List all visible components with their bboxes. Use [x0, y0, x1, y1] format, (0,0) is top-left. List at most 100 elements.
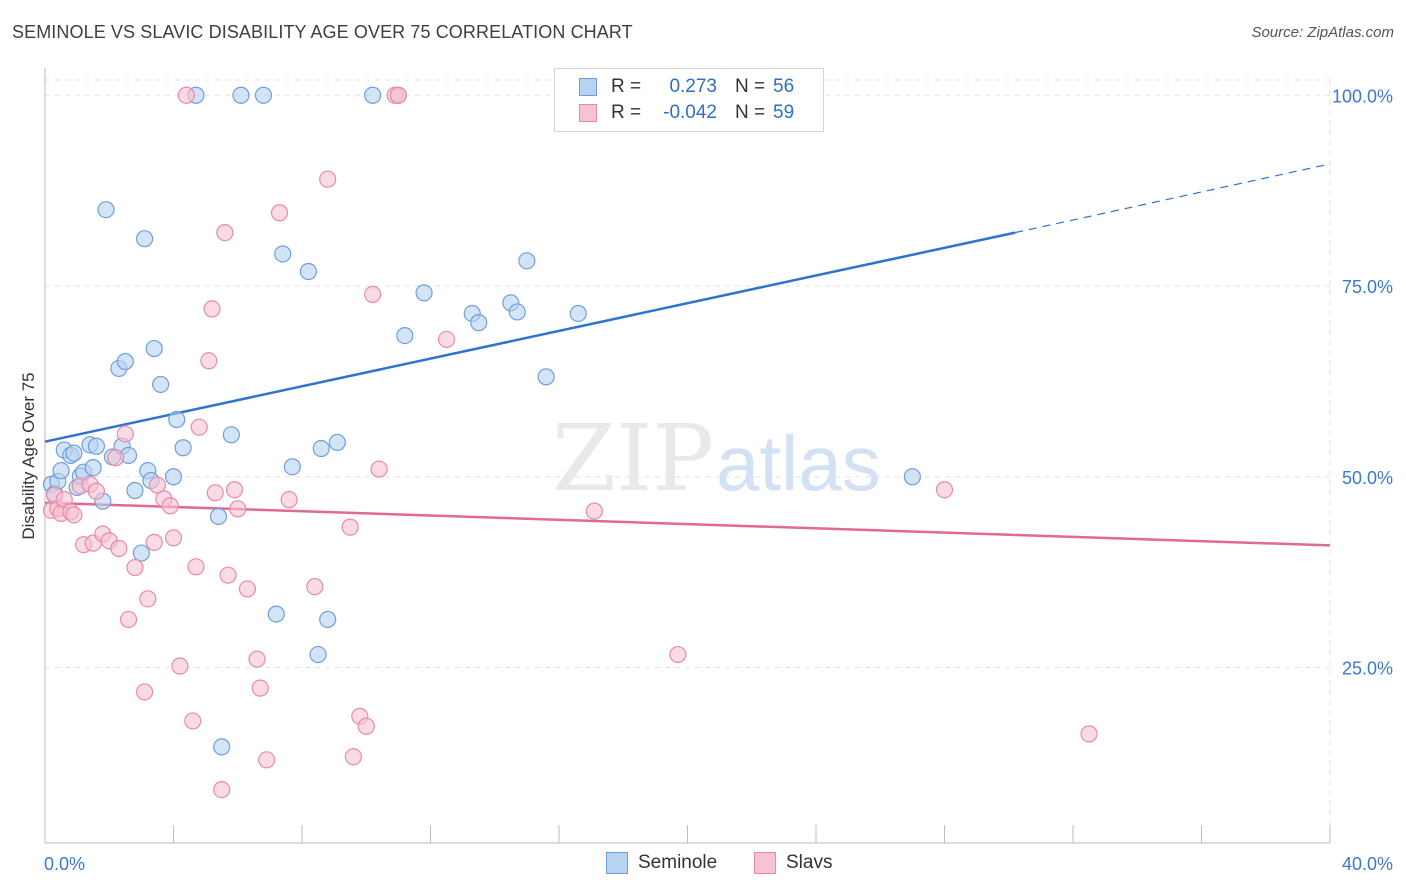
seminole-point	[254, 86, 273, 104]
r-value: -0.042	[663, 102, 717, 123]
seminole-point	[87, 437, 106, 455]
slavs-point	[251, 679, 269, 697]
seminole-point	[174, 439, 192, 457]
slavs-point	[213, 780, 231, 799]
seminole-legend-swatch	[606, 852, 628, 874]
legend-item-seminole[interactable]: Seminole	[606, 852, 717, 874]
legend-row-seminole: R = 0.273 N = 56	[579, 75, 794, 99]
y-tick-label: 25.0%	[1342, 659, 1393, 679]
trend-lines	[44, 163, 1331, 547]
y-tick-label: 75.0%	[1342, 277, 1393, 297]
seminole-point	[299, 262, 318, 281]
slavs-legend-label: Slavs	[786, 852, 833, 873]
legend-row-slavs: R = -0.042 N = 59	[579, 101, 794, 125]
slavs-point	[177, 86, 195, 104]
seminole-point	[274, 245, 292, 263]
seminole-point	[569, 304, 587, 323]
slavs-point	[370, 460, 388, 478]
seminole-point	[126, 481, 144, 500]
seminole-point	[135, 230, 154, 248]
seminole-point	[152, 375, 170, 394]
slavs-point	[139, 590, 157, 608]
seminole-point	[508, 303, 526, 321]
seminole-point	[97, 201, 115, 219]
slavs-point	[187, 558, 205, 576]
slavs-point	[116, 425, 134, 443]
seminole-point	[396, 327, 414, 345]
slavs-point	[219, 566, 237, 584]
y-axis-label: Disability Age Over 75	[19, 372, 38, 539]
slavs-swatch	[579, 104, 597, 122]
seminole-point	[222, 426, 240, 444]
slavs-point	[935, 481, 954, 499]
seminole-point	[116, 352, 134, 371]
slavs-legend-swatch	[754, 852, 776, 874]
slavs-point	[437, 330, 456, 349]
seminole-legend-label: Seminole	[638, 852, 718, 873]
seminole-point	[309, 645, 327, 664]
n-value: 59	[773, 102, 795, 123]
slavs-point	[357, 717, 375, 735]
slavs-point	[107, 449, 125, 467]
slavs-point	[1080, 725, 1098, 743]
slavs-point	[161, 497, 179, 515]
slavs-point	[206, 484, 224, 502]
slavs-point	[585, 502, 603, 520]
chart-title: SEMINOLE VS SLAVIC DISABILITY AGE OVER 7…	[12, 22, 633, 42]
slavs-point	[319, 170, 337, 188]
seminole-point	[168, 410, 186, 429]
seminole-point	[213, 738, 231, 756]
seminole-point	[328, 433, 346, 452]
seminole-point	[164, 468, 183, 486]
slavs-point	[148, 476, 167, 494]
slavs-point	[119, 610, 138, 629]
slavs-point	[389, 86, 407, 104]
r-label: R =	[611, 102, 642, 123]
slavs-point	[126, 558, 144, 577]
slavs-point	[203, 300, 221, 318]
seminole-trend-line	[44, 231, 1016, 443]
slavs-point	[280, 491, 298, 509]
slavs-point	[258, 751, 276, 769]
slavs-point	[87, 482, 106, 500]
seminole-trend-extension	[1015, 163, 1331, 234]
seminole-point	[283, 458, 301, 476]
watermark: ZIP atlas	[552, 405, 881, 512]
r-label: R =	[611, 76, 642, 97]
slavs-point	[270, 204, 289, 222]
slavs-point	[248, 650, 266, 668]
tick-labels: 25.0% 50.0% 75.0% 100.0% 0.0% 40.0%	[44, 86, 1393, 874]
slavs-point	[135, 683, 154, 701]
slavs-trend-line	[44, 501, 1331, 547]
slavs-point	[306, 578, 324, 596]
x-tick-label-max: 40.0%	[1342, 854, 1393, 874]
seminole-point	[132, 544, 150, 562]
seminole-point	[267, 605, 285, 623]
slavs-point	[200, 352, 218, 370]
seminole-swatch	[579, 78, 597, 96]
seminole-point	[415, 284, 433, 302]
slavs-point	[216, 224, 234, 242]
seminole-point	[518, 252, 536, 270]
seminole-point	[312, 439, 330, 458]
stats-legend: R = 0.273 N = 56 R = -0.042 N = 59	[554, 68, 824, 132]
slavs-point	[238, 580, 256, 598]
series-legend: Seminole Slavs	[0, 852, 1406, 876]
seminole-point	[65, 444, 83, 462]
seminole-point	[232, 86, 250, 104]
slavs-point	[65, 506, 83, 524]
n-value: 56	[773, 76, 795, 97]
slavs-point	[171, 657, 189, 675]
seminole-point	[364, 86, 382, 104]
slavs-point	[110, 539, 128, 558]
seminole-point	[84, 459, 102, 477]
watermark-atlas: atlas	[716, 419, 881, 507]
axes	[44, 68, 1331, 844]
r-value: 0.273	[669, 76, 717, 97]
seminole-point	[52, 462, 70, 480]
slavs-point	[341, 518, 359, 536]
seminole-point	[537, 368, 555, 386]
slavs-point	[229, 500, 247, 518]
legend-item-slavs[interactable]: Slavs	[754, 852, 832, 874]
